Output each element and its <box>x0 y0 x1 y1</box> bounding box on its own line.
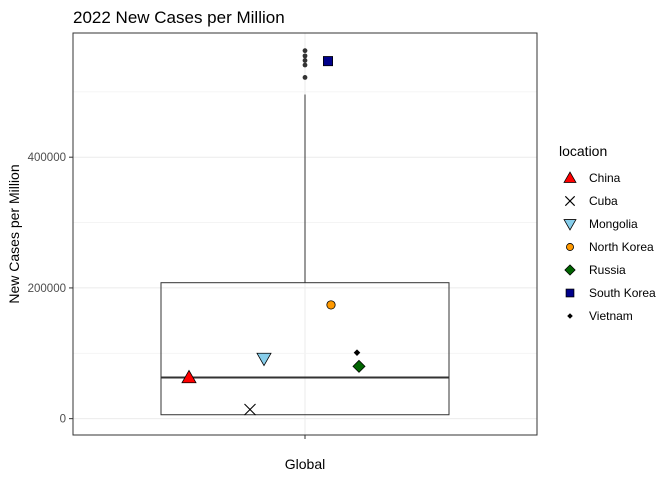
legend-key <box>563 219 577 231</box>
y-tick-label: 400000 <box>28 152 66 164</box>
legend-item-russia: Russia <box>564 263 626 277</box>
legend-item-north-korea: North Korea <box>566 240 654 254</box>
legend-title: location <box>559 143 607 159</box>
box-iqr <box>160 282 450 416</box>
point-south-korea <box>322 56 333 67</box>
legend-key <box>567 313 573 319</box>
legend-item-china: China <box>563 171 621 185</box>
legend-key <box>564 264 576 276</box>
y-axis-title: New Cases per Million <box>6 164 22 303</box>
x-tick-label: Global <box>285 456 325 472</box>
legend-item-mongolia: Mongolia <box>563 217 638 231</box>
legend-label: Cuba <box>589 194 618 208</box>
y-tick-label: 200000 <box>28 283 66 295</box>
legend-item-south-korea: South Korea <box>565 286 656 300</box>
legend-label: Vietnam <box>589 309 633 323</box>
y-axis: 0 200000 400000 <box>28 152 73 426</box>
boxplot <box>160 94 450 416</box>
y-tick-label: 0 <box>60 414 66 426</box>
outlier-point <box>302 75 308 80</box>
point-vietnam <box>353 349 361 356</box>
legend: location China Cuba Mongolia North Korea Rus… <box>559 143 656 323</box>
country-points <box>181 56 366 416</box>
point-cuba <box>244 403 256 416</box>
outlier-points <box>302 48 308 80</box>
x-axis: Global <box>285 435 325 472</box>
outlier-point <box>302 58 308 63</box>
chart-title: 2022 New Cases per Million <box>73 8 285 27</box>
outlier-point <box>302 53 308 59</box>
legend-key <box>565 288 575 298</box>
plot-panel <box>72 32 538 436</box>
point-mongolia <box>256 352 272 367</box>
legend-label: North Korea <box>589 240 654 254</box>
point-china <box>181 369 197 384</box>
legend-key <box>563 171 577 183</box>
legend-item-vietnam: Vietnam <box>567 309 633 323</box>
legend-label: Mongolia <box>589 217 638 231</box>
outlier-point <box>302 62 308 68</box>
outlier-point <box>302 48 308 54</box>
legend-item-cuba: Cuba <box>564 194 618 208</box>
legend-label: South Korea <box>589 286 656 300</box>
point-russia <box>352 359 366 373</box>
legend-key <box>566 243 574 251</box>
legend-key <box>564 195 576 207</box>
legend-label: China <box>589 171 621 185</box>
legend-label: Russia <box>589 263 626 277</box>
point-north-korea <box>326 300 336 310</box>
